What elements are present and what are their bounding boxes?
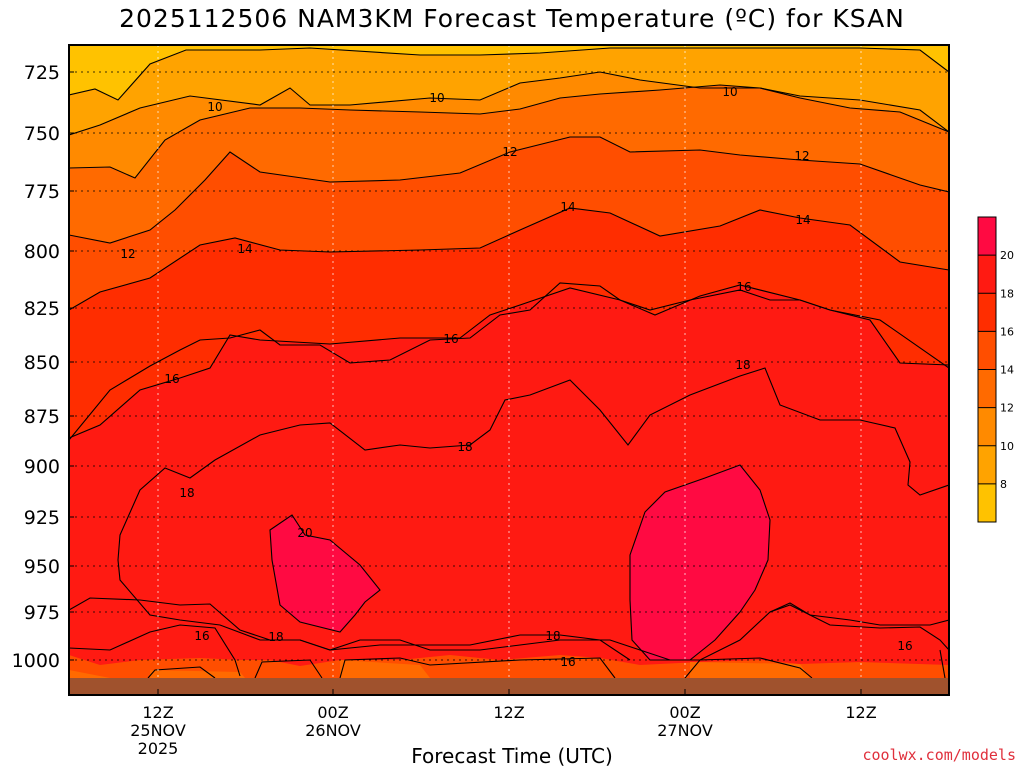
contour-label: 14 bbox=[795, 213, 810, 227]
colorbar-tick-label: 16 bbox=[1000, 325, 1014, 338]
isotherm-line bbox=[117, 367, 949, 661]
x-tick-label: 26NOV bbox=[305, 721, 361, 740]
contour-label: 18 bbox=[545, 629, 560, 643]
isotherm-line bbox=[769, 602, 949, 651]
contour-label: 18 bbox=[735, 358, 750, 372]
colorbar-tick-label: 14 bbox=[1000, 364, 1014, 377]
credit-text: coolwx.com/models bbox=[862, 746, 1016, 764]
y-tick-label: 750 bbox=[24, 123, 60, 145]
contour-label: 12 bbox=[120, 247, 135, 261]
x-axis-title: Forecast Time (UTC) bbox=[411, 744, 613, 768]
isotherm-line bbox=[684, 657, 813, 679]
contour-label: 10 bbox=[722, 85, 737, 99]
y-tick-label: 900 bbox=[24, 456, 60, 478]
isotherm-line bbox=[69, 84, 949, 179]
contour-label: 18 bbox=[268, 630, 283, 644]
grid-lines bbox=[69, 45, 949, 695]
x-tick-label: 12Z bbox=[142, 703, 173, 722]
colorbar-swatch bbox=[978, 255, 996, 294]
colorbar-swatch bbox=[978, 331, 996, 370]
colorbar-tick-label: 8 bbox=[1000, 478, 1007, 491]
x-tick-label: 25NOV bbox=[130, 721, 186, 740]
isotherm-line bbox=[69, 136, 949, 244]
isotherm-line bbox=[69, 71, 949, 136]
x-tick-label: 12Z bbox=[845, 703, 876, 722]
contour-label: 18 bbox=[457, 440, 472, 454]
contour-label: 12 bbox=[794, 149, 809, 163]
contour-label: 10 bbox=[207, 100, 222, 114]
contour-label: 20 bbox=[297, 526, 312, 540]
colorbar-swatch bbox=[978, 407, 996, 446]
colorbar-swatch bbox=[978, 217, 996, 256]
y-tick-label: 950 bbox=[24, 556, 60, 578]
colorbar-swatch bbox=[978, 293, 996, 332]
y-tick-label: 825 bbox=[24, 298, 60, 320]
x-tick-label: 12Z bbox=[493, 703, 524, 722]
isotherm-line bbox=[69, 207, 949, 311]
contour-label: 16 bbox=[560, 655, 575, 669]
y-tick-label: 850 bbox=[24, 352, 60, 374]
colorbar: 8 10 12 14 16 18 20 bbox=[977, 216, 1014, 523]
contour-label: 12 bbox=[502, 145, 517, 159]
isotherm-line bbox=[269, 514, 381, 633]
x-tick-label: 00Z bbox=[669, 703, 700, 722]
y-tick-label: 975 bbox=[24, 602, 60, 624]
contour-label: 16 bbox=[443, 332, 458, 346]
y-tick-label: 775 bbox=[24, 181, 60, 203]
contour-label: 16 bbox=[897, 639, 912, 653]
colorbar-tick-label: 18 bbox=[1000, 287, 1014, 300]
contour-label: 16 bbox=[736, 280, 751, 294]
colorbar-tick-label: 10 bbox=[1000, 440, 1014, 453]
contour-label: 16 bbox=[194, 629, 209, 643]
terrain-ground bbox=[69, 678, 949, 695]
isotherm-line bbox=[147, 666, 216, 679]
contour-label: 14 bbox=[237, 242, 252, 256]
y-tick-label: 800 bbox=[24, 241, 60, 263]
y-tick-label: 1000 bbox=[12, 650, 60, 672]
y-tick-label: 725 bbox=[24, 62, 60, 84]
contour-label: 18 bbox=[179, 486, 194, 500]
isotherm-line bbox=[69, 47, 949, 101]
x-tick-label: 2025 bbox=[138, 739, 179, 758]
chart-title: 2025112506 NAM3KM Forecast Temperature (… bbox=[119, 4, 905, 33]
contour-label: 10 bbox=[429, 91, 444, 105]
contour-label: 14 bbox=[560, 200, 575, 214]
y-axis: 725 750 775 800 825 850 875 900 925 950 975 1000 bbox=[12, 62, 74, 672]
colorbar-swatch bbox=[978, 483, 996, 522]
isotherm-line bbox=[254, 659, 323, 679]
isotherm-line bbox=[69, 282, 949, 441]
isotherm-line bbox=[939, 649, 946, 679]
colorbar-swatch bbox=[978, 369, 996, 408]
isotherm-line bbox=[69, 597, 631, 661]
y-tick-label: 875 bbox=[24, 406, 60, 428]
contour-label: 16 bbox=[164, 372, 179, 386]
x-tick-label: 27NOV bbox=[657, 721, 713, 740]
y-tick-label: 925 bbox=[24, 507, 60, 529]
x-tick-label: 00Z bbox=[317, 703, 348, 722]
colorbar-tick-label: 12 bbox=[1000, 402, 1014, 415]
contour-lines bbox=[69, 47, 949, 679]
isotherm-line bbox=[69, 624, 241, 677]
colorbar-swatch bbox=[978, 445, 996, 484]
colorbar-tick-label: 20 bbox=[1000, 249, 1014, 262]
